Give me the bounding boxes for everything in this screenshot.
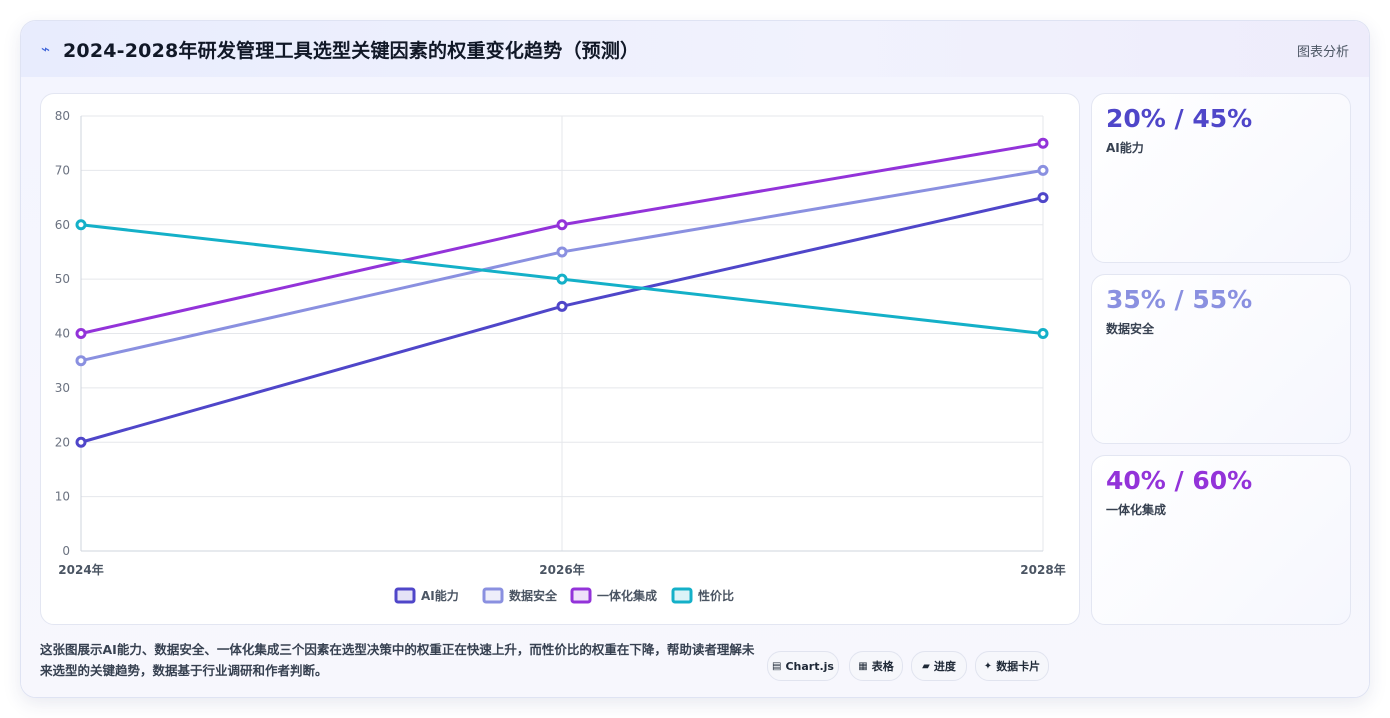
chart-icon: ▤ — [772, 660, 782, 672]
table-icon: ▦ — [858, 660, 868, 672]
data-point — [75, 355, 87, 367]
legend-swatch — [671, 587, 693, 604]
y-tick-label: 40 — [55, 327, 70, 341]
data-point — [556, 246, 568, 258]
data-point — [556, 273, 568, 285]
x-tick-label: 2024年 — [58, 562, 103, 577]
line-chart: 0 10 20 30 40 50 60 70 80 2024年 2026年 2028年 AI能力 数据安全… — [55, 109, 1066, 604]
x-tick-label: 2028年 — [1020, 562, 1065, 577]
chart-card: ⌁ 2024-2028年研发管理工具选型关键因素的权重变化趋势（预测） 图表分析… — [20, 20, 1370, 698]
y-tick-label: 70 — [55, 163, 70, 177]
stat-value: 35% / 55% — [1106, 285, 1253, 314]
legend-label: 数据安全 — [509, 588, 558, 603]
y-tick-label: 0 — [62, 544, 70, 558]
stat-value: 20% / 45% — [1106, 104, 1253, 133]
table-button[interactable]: ▦ 表格 — [849, 651, 903, 681]
y-tick-label: 20 — [55, 435, 70, 449]
data-point — [1037, 164, 1049, 176]
y-tick-label: 30 — [55, 381, 70, 395]
legend-swatch — [482, 587, 504, 604]
card-header: ⌁ 2024-2028年研发管理工具选型关键因素的权重变化趋势（预测） 图表分析 — [21, 21, 1369, 78]
data-card-button-label: 数据卡片 — [996, 660, 1041, 673]
chart-description: 这张图展示AI能力、数据安全、一体化集成三个因素在选型决策中的权重正在快速上升，… — [40, 642, 755, 678]
data-point — [1037, 192, 1049, 204]
chart-title: 2024-2028年研发管理工具选型关键因素的权重变化趋势（预测） — [63, 40, 640, 62]
legend-swatch — [394, 587, 416, 604]
y-tick-label: 80 — [55, 109, 70, 123]
data-point — [75, 436, 87, 448]
trend-icon: ⌁ — [41, 40, 51, 58]
y-tick-label: 60 — [55, 218, 70, 232]
stat-label: 一体化集成 — [1106, 503, 1167, 517]
legend-swatch — [570, 587, 592, 604]
y-tick-label: 50 — [55, 272, 70, 286]
sparkle-icon: ✦ — [983, 660, 993, 672]
stat-card-ai: 20% / 45% AI能力 — [1091, 93, 1351, 263]
stat-card-integration: 40% / 60% 一体化集成 — [1091, 455, 1351, 625]
stat-value: 40% / 60% — [1106, 466, 1253, 495]
data-point — [556, 219, 568, 231]
data-card-button[interactable]: ✦ 数据卡片 — [975, 651, 1049, 681]
legend-label: AI能力 — [421, 588, 459, 603]
x-tick-label: 2026年 — [539, 562, 584, 577]
data-point — [1037, 328, 1049, 339]
chart-analysis-link[interactable]: 图表分析 — [1296, 45, 1349, 60]
stat-label: AI能力 — [1106, 141, 1144, 155]
data-point — [75, 219, 87, 231]
chart-panel: 0 10 20 30 40 50 60 70 80 2024年 2026年 2028年 AI能力 数据安全… — [40, 93, 1080, 625]
data-point — [556, 300, 568, 312]
data-point — [75, 328, 87, 339]
chartjs-button-label: Chart.js — [785, 659, 834, 673]
legend-label: 性价比 — [697, 588, 734, 603]
table-button-label: 表格 — [871, 660, 894, 673]
legend-label: 一体化集成 — [597, 588, 657, 603]
progress-button-label: 进度 — [933, 660, 956, 673]
progress-button[interactable]: ▰ 进度 — [911, 651, 967, 681]
chartjs-button[interactable]: ▤ Chart.js — [767, 651, 839, 681]
stat-card-security: 35% / 55% 数据安全 — [1091, 274, 1351, 444]
stat-label: 数据安全 — [1106, 322, 1155, 336]
progress-icon: ▰ — [922, 660, 930, 672]
data-point — [1037, 137, 1049, 149]
y-tick-label: 10 — [55, 490, 70, 504]
